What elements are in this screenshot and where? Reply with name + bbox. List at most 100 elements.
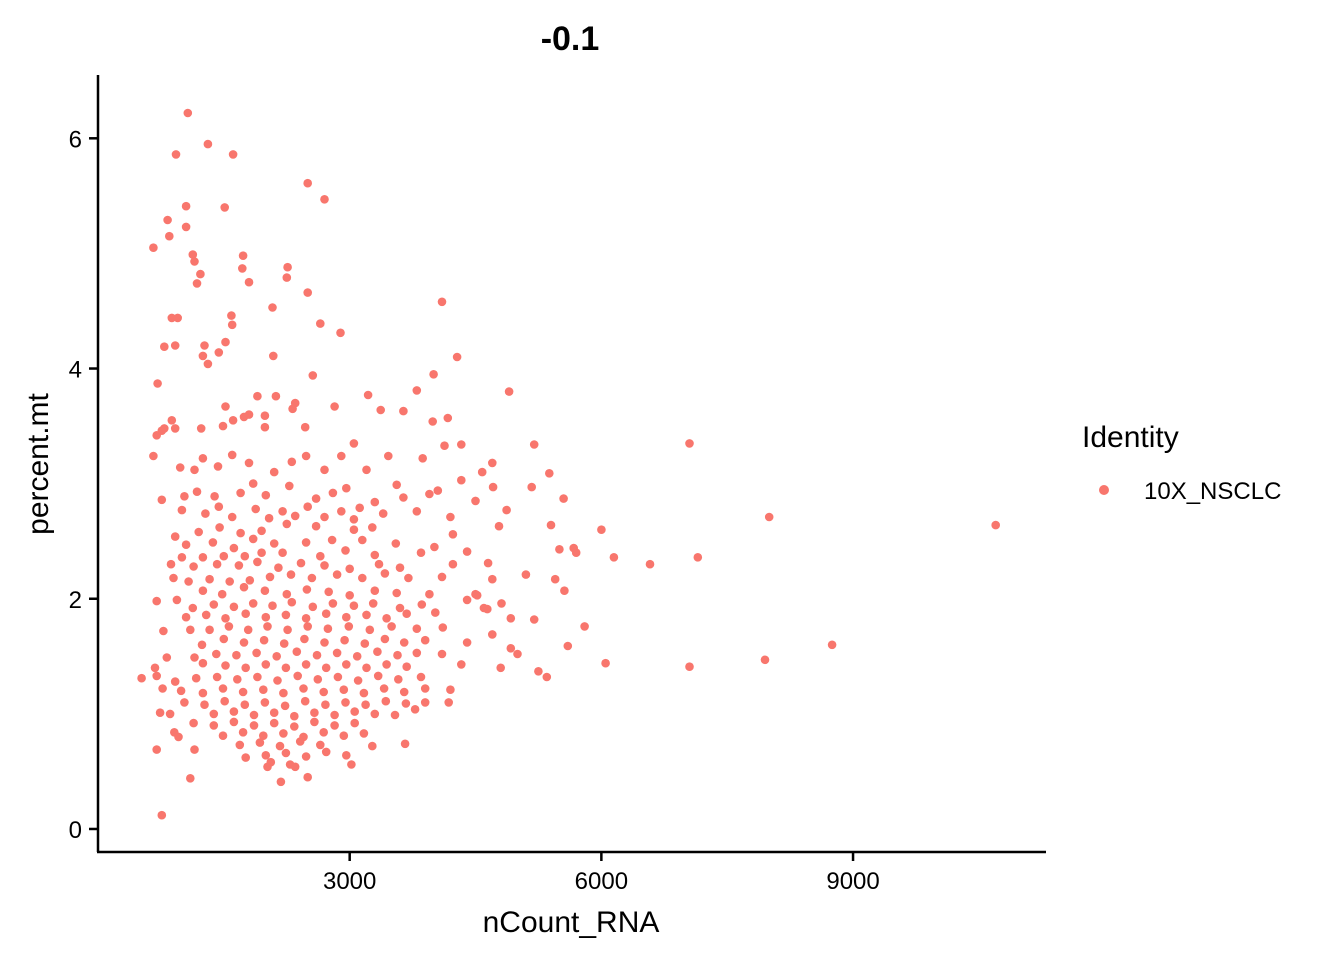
data-point (392, 480, 402, 490)
data-point (327, 535, 337, 545)
data-point (248, 599, 258, 608)
data-point (760, 655, 770, 665)
data-point (290, 511, 300, 521)
data-point (201, 509, 210, 518)
data-point (341, 698, 350, 707)
data-point (693, 553, 703, 562)
data-point (271, 391, 281, 401)
data-point (239, 638, 249, 647)
data-point (319, 728, 329, 737)
data-point (437, 297, 447, 307)
data-point (440, 441, 449, 451)
data-point (349, 525, 359, 534)
data-point (370, 550, 380, 560)
data-point (345, 564, 355, 574)
data-point (488, 482, 498, 492)
data-point (220, 696, 229, 706)
data-point (340, 635, 349, 645)
data-point (241, 753, 250, 762)
data-point (192, 279, 202, 288)
data-point (344, 622, 354, 631)
data-point (333, 672, 343, 682)
data-point (165, 709, 175, 719)
data-point (420, 635, 430, 645)
data-point (251, 504, 260, 514)
data-point (173, 313, 182, 323)
data-point (203, 359, 213, 369)
data-point (477, 467, 487, 477)
data-point (219, 551, 229, 561)
data-point (443, 413, 453, 423)
data-point (571, 548, 581, 557)
data-point (269, 718, 279, 728)
data-point (208, 538, 218, 547)
data-point (387, 622, 396, 631)
data-point (245, 576, 255, 585)
data-point (260, 411, 270, 421)
data-point (563, 641, 573, 651)
data-point (394, 675, 403, 684)
data-point (209, 709, 219, 719)
chart-title: -0.1 (541, 20, 600, 58)
data-point (401, 699, 411, 708)
data-point (236, 528, 245, 538)
data-point (488, 458, 497, 468)
data-point (163, 215, 172, 225)
data-point (321, 700, 330, 709)
data-point (488, 574, 497, 584)
data-point (268, 303, 277, 312)
data-point (241, 609, 250, 618)
data-point (462, 595, 472, 605)
data-point (546, 520, 556, 530)
data-point (259, 685, 268, 694)
data-point (293, 671, 303, 681)
data-point (180, 698, 189, 707)
data-point (437, 572, 447, 582)
legend-key-10x-nsclc (1099, 485, 1109, 495)
y-axis-label: percent.mt (22, 392, 55, 534)
data-point (320, 561, 329, 570)
data-point (260, 698, 270, 707)
data-point (260, 586, 270, 595)
data-point (210, 492, 219, 501)
data-point (341, 546, 350, 555)
data-point (198, 351, 208, 361)
data-point (269, 351, 278, 361)
data-point (221, 661, 230, 670)
data-point (378, 509, 388, 518)
data-point (399, 406, 408, 416)
data-point (233, 675, 242, 684)
data-point (149, 243, 158, 252)
data-point (239, 412, 249, 422)
data-point (342, 660, 351, 669)
data-point (320, 465, 329, 475)
data-point (276, 777, 286, 787)
data-point (362, 465, 371, 475)
data-point (224, 622, 234, 631)
data-point (189, 718, 198, 728)
data-point (229, 717, 239, 727)
data-point (189, 562, 198, 571)
data-point (160, 342, 169, 352)
y-tick-label: 0 (69, 817, 82, 844)
data-point (471, 496, 480, 506)
data-point (290, 711, 299, 721)
data-point (137, 673, 146, 683)
data-point (228, 150, 238, 159)
data-point (400, 739, 410, 749)
data-point (457, 440, 466, 449)
data-point (410, 705, 420, 714)
data-point (198, 586, 208, 595)
data-point (416, 548, 426, 557)
data-point (399, 493, 408, 502)
data-point (244, 458, 254, 468)
data-point (395, 603, 405, 613)
data-point (320, 512, 329, 522)
data-point (462, 638, 472, 647)
data-point (278, 548, 287, 557)
data-point (339, 731, 349, 740)
data-point (497, 599, 506, 608)
data-point (209, 600, 219, 609)
data-point (601, 658, 610, 668)
data-point (283, 262, 292, 272)
